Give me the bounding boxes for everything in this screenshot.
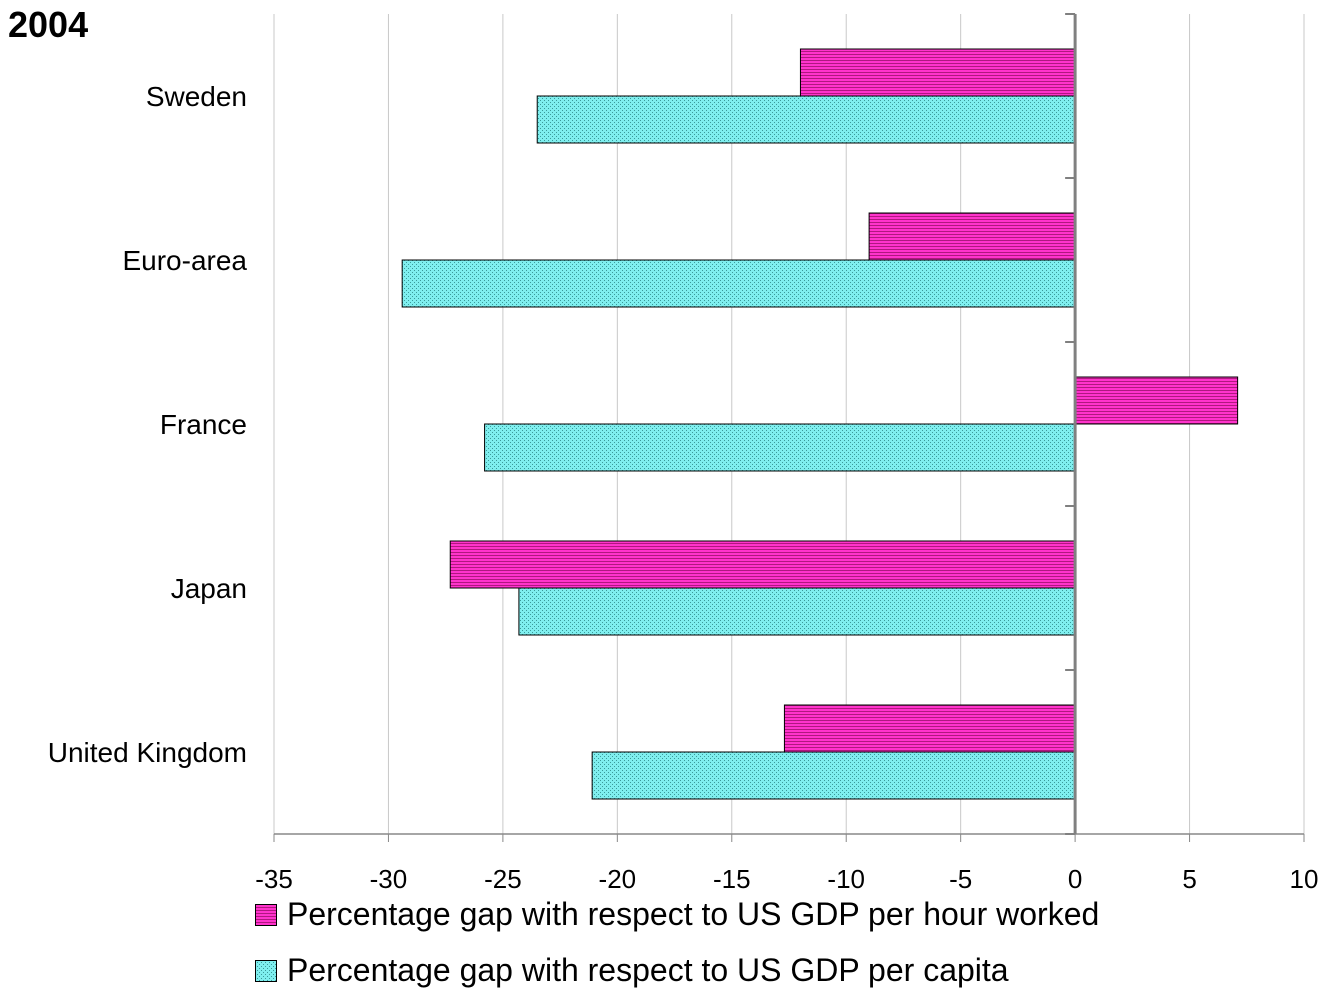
bar-hour-worked [799,48,1076,97]
category-label: France [160,409,247,440]
category-label: Japan [171,573,247,604]
bar-hour-worked [1074,376,1239,425]
x-tick-labels: -35 -30 -25 -20 -15 -10 -5 0 5 10 [255,864,1318,894]
legend-label-hour-worked: Percentage gap with respect to US GDP pe… [287,896,1100,932]
x-tick-label: -25 [484,864,522,894]
chart-title: 2004 [8,4,89,45]
x-tick-label: -35 [255,864,293,894]
x-tick-label: -5 [949,864,972,894]
category-labels: Sweden Euro-area France Japan United Kingdom [48,81,248,768]
category-label: Sweden [146,81,247,112]
legend-swatch-hour-worked [255,903,277,926]
bar-per-capita [484,423,1076,472]
category-label: Euro-area [122,245,247,276]
x-tick-label: 0 [1068,864,1082,894]
axes [273,13,1305,842]
x-tick-label: -15 [713,864,751,894]
bars [401,48,1239,800]
x-tick-label: -20 [599,864,637,894]
bar-per-capita [518,587,1076,636]
bar-per-capita [536,95,1076,144]
x-tick-label: 10 [1290,864,1319,894]
x-tick-label: -30 [370,864,408,894]
x-tick-label: 5 [1182,864,1196,894]
bar-hour-worked [868,212,1076,261]
x-tick-label: -10 [827,864,865,894]
bar-hour-worked [783,704,1076,753]
legend-swatch-per-capita [255,959,277,982]
legend-item-hour-worked: Percentage gap with respect to US GDP pe… [255,896,1099,933]
category-label: United Kingdom [48,737,247,768]
bar-hour-worked [449,540,1076,589]
legend-label-per-capita: Percentage gap with respect to US GDP pe… [287,952,1009,988]
legend-item-per-capita: Percentage gap with respect to US GDP pe… [255,952,1009,989]
bar-per-capita [591,751,1076,800]
bar-per-capita [401,259,1076,308]
